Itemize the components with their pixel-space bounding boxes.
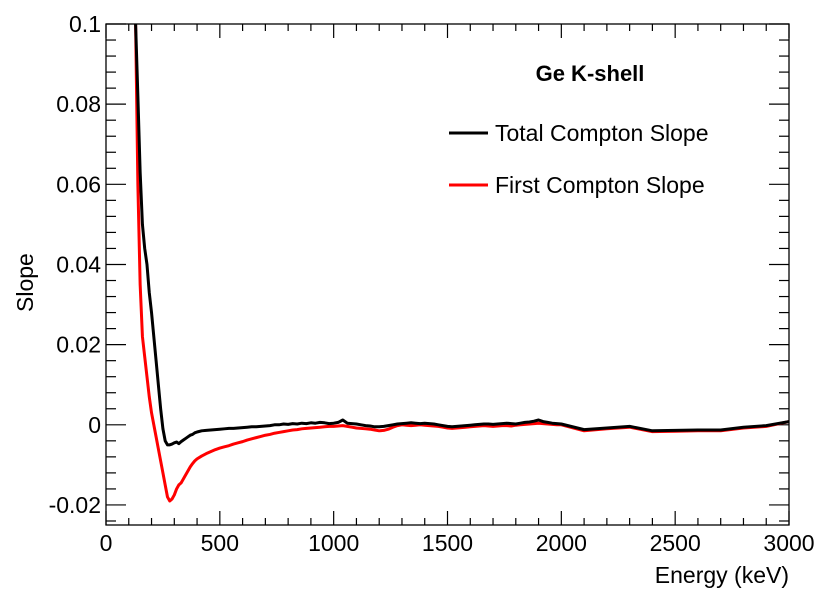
y-tick-label: 0.1 (69, 11, 101, 37)
legend-label-total-compton: Total Compton Slope (495, 120, 709, 146)
y-tick-label: 0 (88, 412, 101, 438)
y-tick-label: 0.04 (56, 251, 101, 277)
plot-frame (105, 23, 790, 526)
x-tick-label: 0 (100, 530, 113, 556)
y-tick-label: 0.02 (56, 332, 101, 358)
legend-label-first-compton: First Compton Slope (495, 172, 705, 198)
y-axis-title: Slope (12, 253, 38, 312)
legend: Ge K-shell Total Compton Slope First Com… (449, 61, 709, 198)
y-tick-label: 0.06 (56, 171, 101, 197)
plot-series (134, 24, 789, 503)
x-tick-label: 500 (201, 530, 239, 556)
y-tick-label: 0.08 (56, 91, 101, 117)
y-tick-label: -0.02 (49, 492, 101, 518)
legend-title: Ge K-shell (536, 61, 645, 86)
x-axis-title: Energy (keV) (655, 562, 789, 588)
x-tick-label: 1000 (308, 530, 359, 556)
x-tick-label: 1500 (422, 530, 473, 556)
x-tick-label: 2500 (650, 530, 701, 556)
axis-ticks (105, 23, 790, 525)
x-tick-label: 2000 (536, 530, 587, 556)
series-line-total-compton (134, 24, 789, 447)
x-tick-label: 3000 (763, 530, 814, 556)
